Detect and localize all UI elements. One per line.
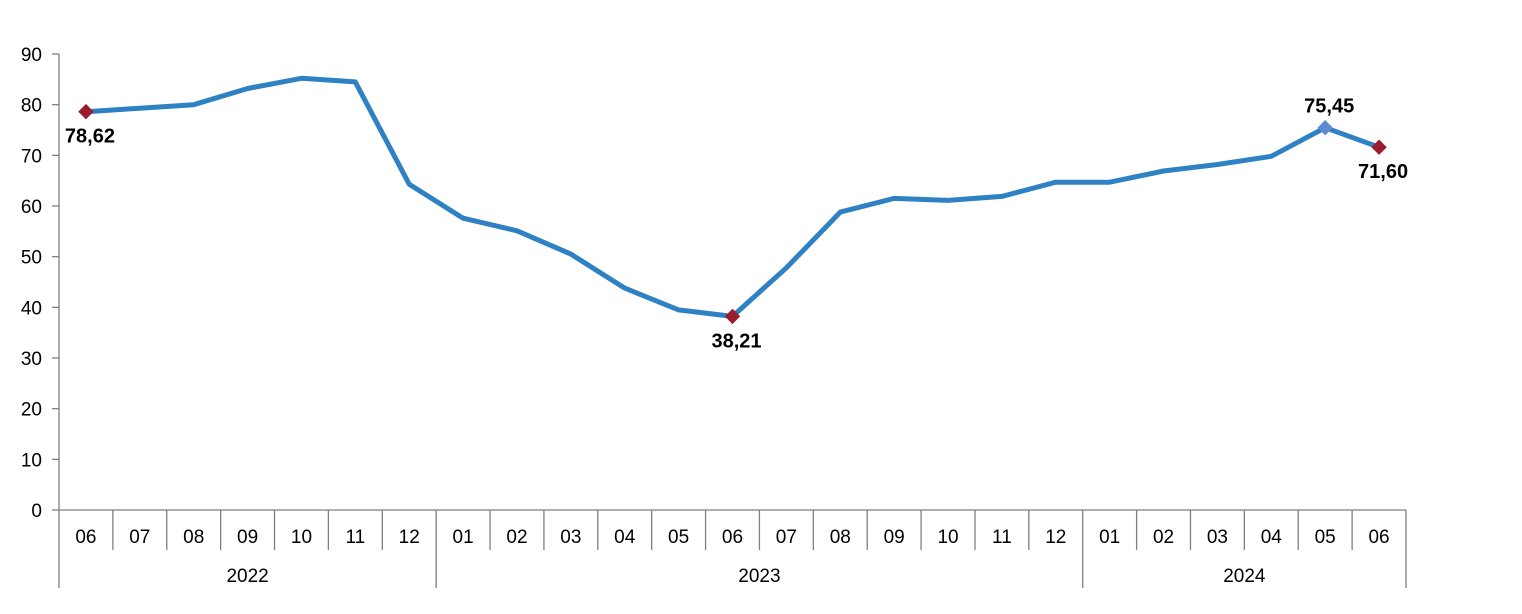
data-markers bbox=[78, 103, 1387, 325]
x-tick-label: 01 bbox=[453, 527, 474, 548]
y-tick-label: 10 bbox=[21, 450, 42, 471]
y-tick-label: 90 bbox=[21, 45, 42, 66]
data-label: 71,60 bbox=[1358, 161, 1408, 183]
x-tick-label: 06 bbox=[75, 527, 96, 548]
x-tick-label: 05 bbox=[668, 527, 689, 548]
y-tick-label: 70 bbox=[21, 146, 42, 167]
x-tick-label: 11 bbox=[992, 527, 1012, 548]
x-tick-label: 07 bbox=[776, 527, 797, 548]
y-tick-label: 60 bbox=[21, 197, 42, 218]
data-point-marker bbox=[78, 103, 94, 120]
data-label: 75,45 bbox=[1304, 96, 1354, 118]
y-tick-label: 30 bbox=[21, 349, 42, 370]
x-tick-label: 04 bbox=[1261, 527, 1283, 548]
x-tick-label: 09 bbox=[237, 527, 258, 548]
x-tick-label: 01 bbox=[1099, 527, 1120, 548]
x-tick-label: 03 bbox=[560, 527, 581, 548]
x-tick-label: 08 bbox=[183, 527, 204, 548]
y-tick-label: 50 bbox=[21, 248, 42, 269]
x-tick-label: 10 bbox=[291, 527, 312, 548]
data-point-marker bbox=[724, 308, 741, 325]
x-tick-label: 05 bbox=[1315, 527, 1336, 548]
data-point-marker bbox=[1371, 139, 1387, 155]
x-tick-label: 12 bbox=[1045, 527, 1066, 548]
x-tick-label: 08 bbox=[830, 527, 851, 548]
data-labels: 78,62 38,21 75,45 71,60 bbox=[65, 96, 1408, 353]
x-tick-label: 06 bbox=[1368, 527, 1389, 548]
x-tick-label: 07 bbox=[129, 527, 150, 548]
year-label: 2022 bbox=[226, 566, 268, 587]
x-tick-label: 09 bbox=[884, 527, 905, 548]
year-label: 2024 bbox=[1223, 566, 1266, 587]
x-tick-label: 06 bbox=[722, 527, 743, 548]
year-label: 2023 bbox=[738, 566, 780, 587]
data-label: 78,62 bbox=[65, 126, 115, 148]
x-tick-label: 10 bbox=[937, 527, 958, 548]
data-label: 38,21 bbox=[711, 330, 761, 352]
x-axis: 06 07 08 09 10 11 12 01 02 03 04 05 06 07 08 09 10 11 12 01… bbox=[58, 509, 1407, 588]
x-tick-label: 02 bbox=[1153, 527, 1174, 548]
data-point-marker bbox=[1317, 120, 1333, 136]
y-tick-label: 20 bbox=[21, 400, 42, 421]
y-tick-label: 0 bbox=[31, 501, 42, 522]
y-axis: 0 10 20 30 40 50 60 70 80 90 bbox=[21, 45, 60, 522]
x-tick-label: 12 bbox=[399, 527, 420, 548]
y-tick-label: 40 bbox=[21, 298, 42, 319]
y-tick-label: 80 bbox=[21, 96, 42, 117]
x-tick-label: 02 bbox=[506, 527, 527, 548]
x-tick-label: 04 bbox=[614, 527, 636, 548]
series-line bbox=[83, 75, 1382, 319]
series-polyline bbox=[83, 75, 1382, 319]
x-tick-label: 03 bbox=[1207, 527, 1228, 548]
x-tick-label: 11 bbox=[345, 527, 365, 548]
